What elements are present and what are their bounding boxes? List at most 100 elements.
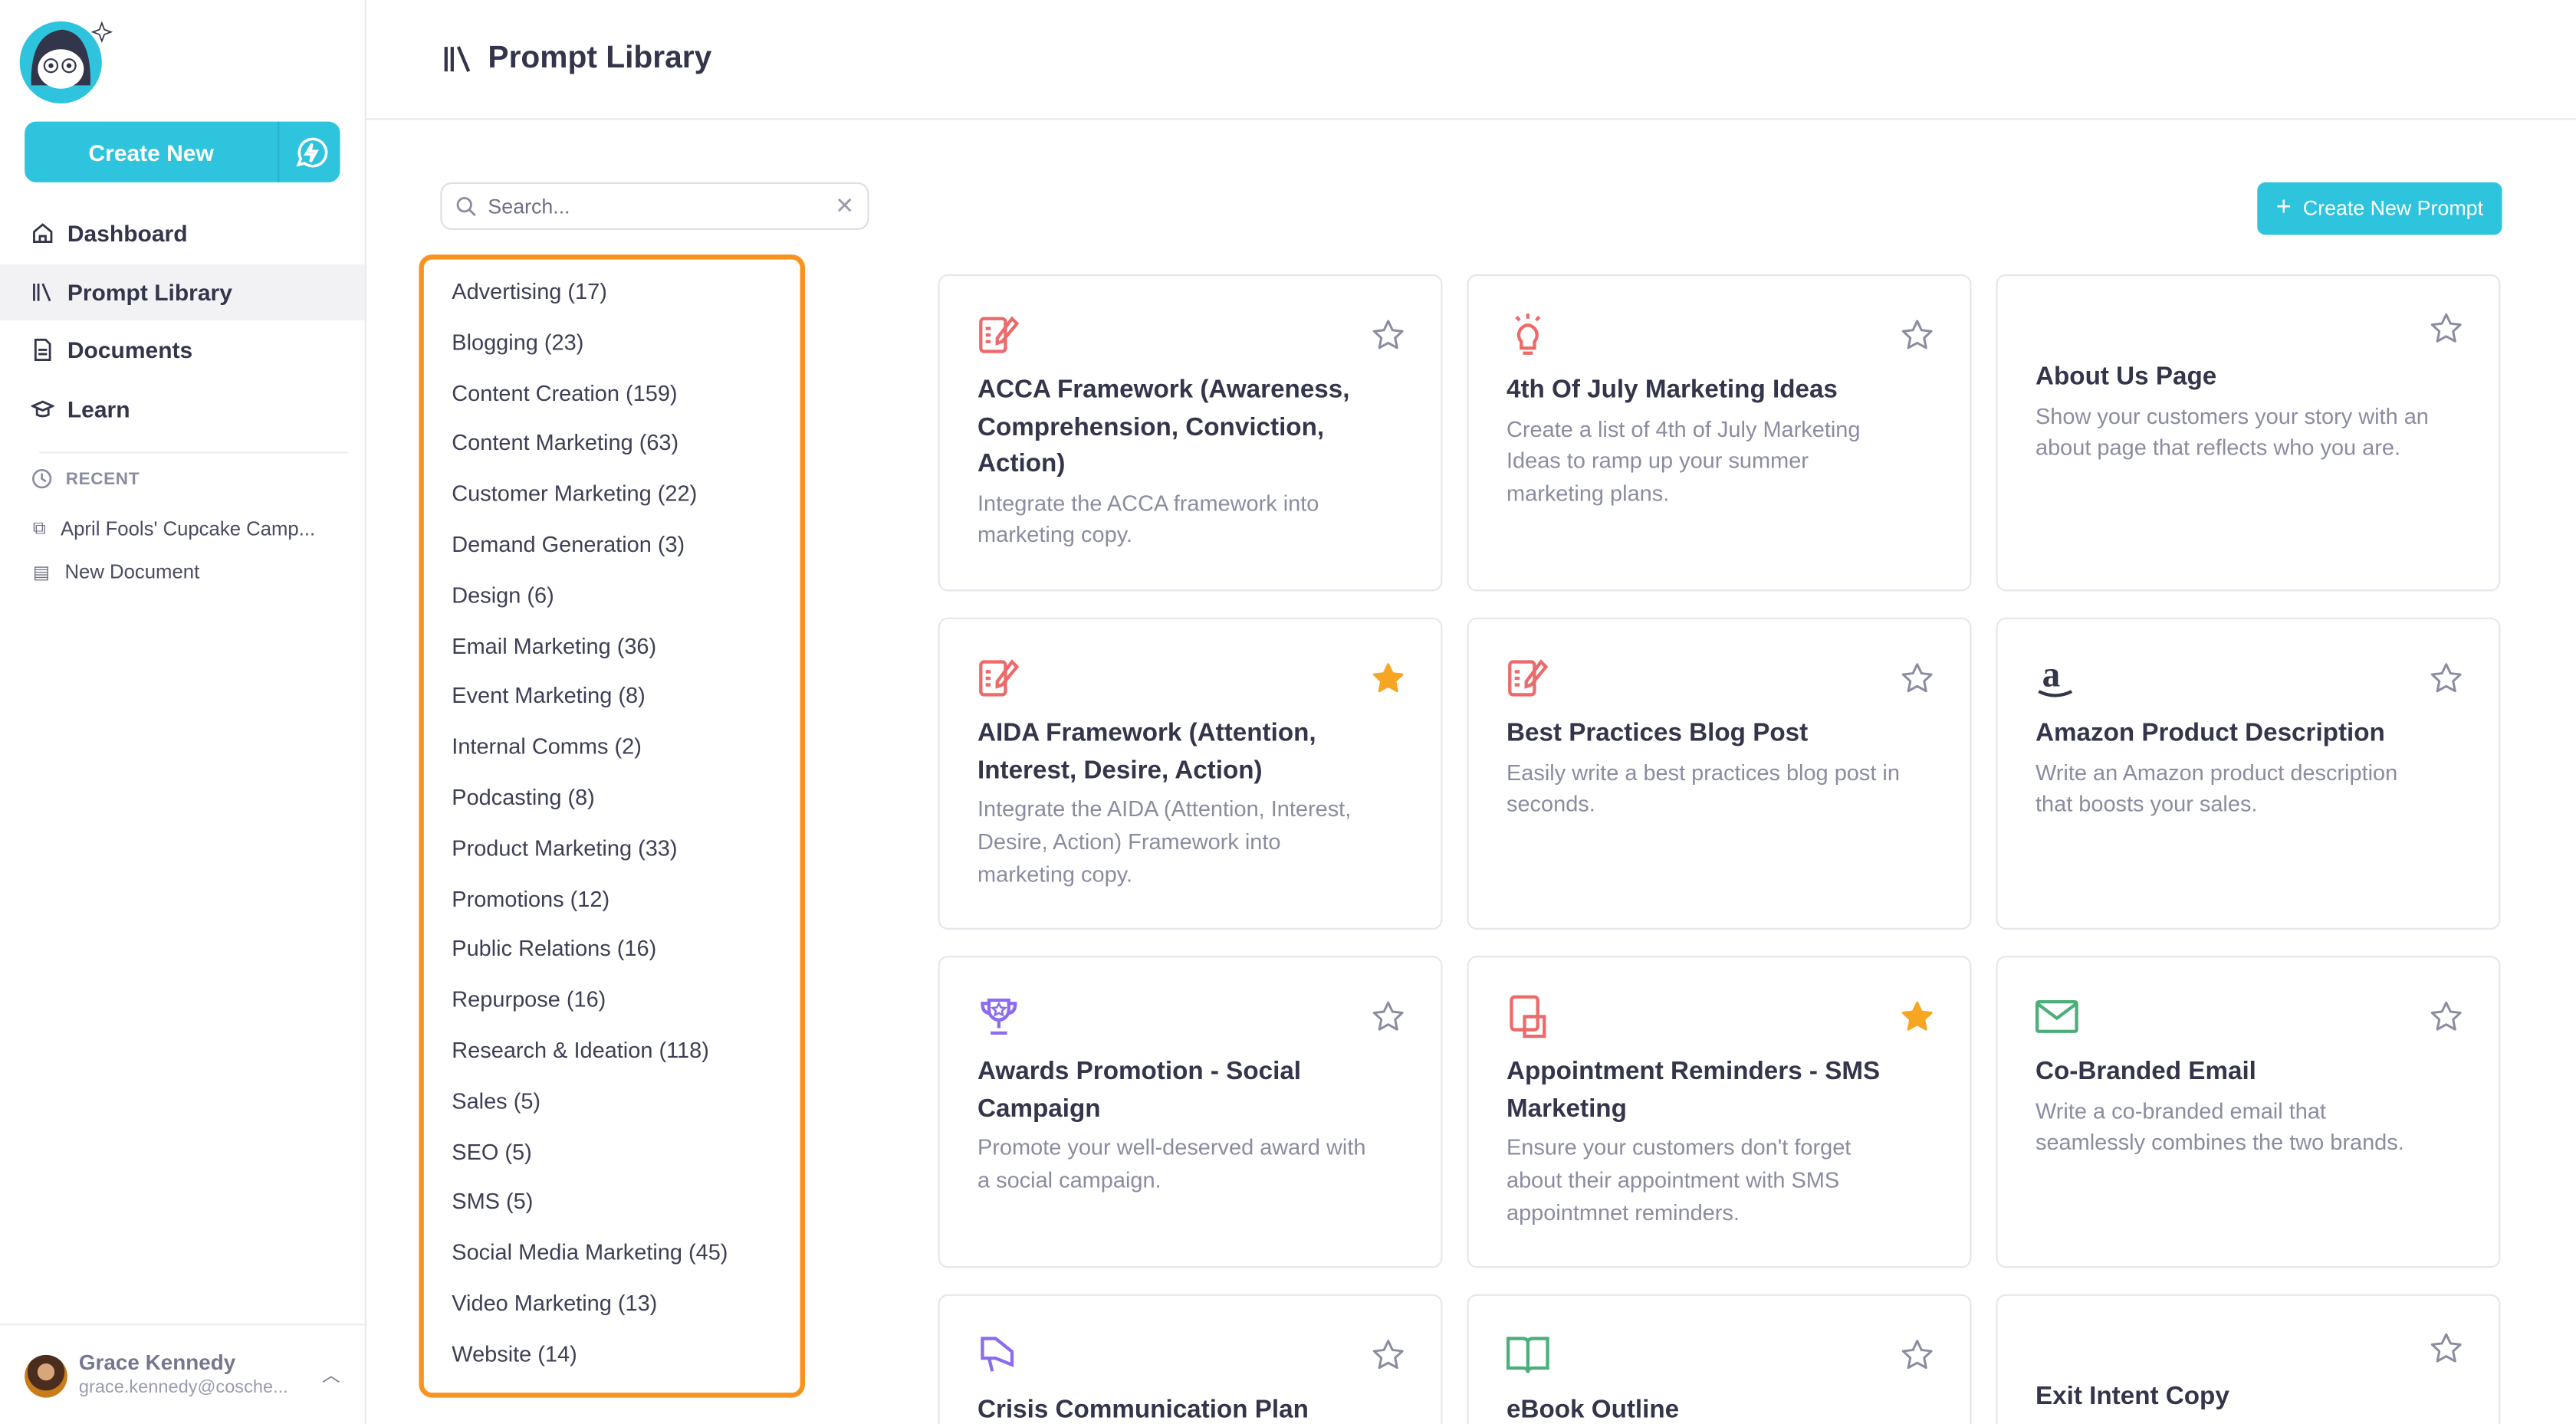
category-item[interactable]: Research & Ideation (118) xyxy=(452,1038,709,1063)
prompt-card[interactable]: 4th Of July Marketing Ideas Create a list… xyxy=(1467,274,1972,592)
recent-item[interactable]: ⧉ April Fools' Cupcake Camp... xyxy=(33,517,315,540)
avatar xyxy=(25,1354,67,1398)
category-item[interactable]: Blogging (23) xyxy=(452,330,584,355)
user-menu[interactable]: Grace Kennedy grace.kennedy@cosche... ︿ xyxy=(0,1324,365,1424)
star-icon[interactable] xyxy=(1372,319,1405,352)
category-item[interactable]: Demand Generation (3) xyxy=(452,532,685,557)
star-filled-icon[interactable] xyxy=(1372,662,1405,695)
sidebar-item-learn[interactable]: Learn xyxy=(0,381,365,437)
prompt-card[interactable]: AIDA Framework (Attention, Interest, Des… xyxy=(938,617,1443,930)
prompt-card[interactable]: a Amazon Product Description Write an Amaz… xyxy=(1996,617,2501,930)
star-icon[interactable] xyxy=(1901,1338,1934,1371)
category-item[interactable]: Sales (5) xyxy=(452,1088,541,1114)
card-description: Integrate the ACCA framework into market… xyxy=(978,490,1319,548)
document-icon: ▤ xyxy=(32,562,51,582)
category-item[interactable]: Podcasting (8) xyxy=(452,785,595,810)
quick-create-button[interactable] xyxy=(279,122,340,182)
plus-icon: + xyxy=(2275,193,2292,222)
create-new-button[interactable]: Create New xyxy=(25,121,340,182)
category-item[interactable]: Repurpose (16) xyxy=(452,987,606,1012)
create-new-prompt-button[interactable]: + Create New Prompt xyxy=(2257,182,2502,235)
card-title: 4th Of July Marketing Ideas xyxy=(1506,376,1838,405)
category-item[interactable]: Promotions (12) xyxy=(452,886,610,911)
star-icon[interactable] xyxy=(2430,1332,2463,1365)
sidebar-item-prompt-library[interactable]: Prompt Library xyxy=(0,264,365,320)
star-icon[interactable] xyxy=(1372,1338,1405,1371)
nav-label: Documents xyxy=(67,336,193,363)
star-filled-icon[interactable] xyxy=(1901,1000,1934,1033)
book-icon xyxy=(1506,1337,1549,1373)
search-box[interactable]: ✕ xyxy=(440,182,869,231)
star-icon[interactable] xyxy=(1901,662,1934,695)
category-item[interactable]: Content Marketing (63) xyxy=(452,431,679,456)
category-item[interactable]: Event Marketing (8) xyxy=(452,684,646,709)
category-item[interactable]: SEO (5) xyxy=(452,1139,532,1164)
card-title: Appointment Reminders - SMS Marketing xyxy=(1506,1058,1881,1123)
create-new-prompt-label: Create New Prompt xyxy=(2302,197,2484,221)
star-icon[interactable] xyxy=(1901,319,1934,352)
sidebar-item-documents[interactable]: Documents xyxy=(0,322,365,378)
logo-icon[interactable] xyxy=(16,13,118,108)
category-item[interactable]: Video Marketing (13) xyxy=(452,1291,658,1316)
star-icon[interactable] xyxy=(2430,312,2463,345)
prompt-card[interactable]: About Us Page Show your customers your st… xyxy=(1996,274,2501,592)
category-item[interactable]: Social Media Marketing (45) xyxy=(452,1240,728,1265)
prompt-card[interactable]: Appointment Reminders - SMS Marketing Ens… xyxy=(1467,956,1972,1268)
card-description: Show your customers your story with an a… xyxy=(2036,403,2429,461)
category-item[interactable]: Website (14) xyxy=(452,1341,577,1367)
sidebar-item-dashboard[interactable]: Dashboard xyxy=(0,205,365,261)
page-title: Prompt Library xyxy=(442,41,711,77)
create-new-label[interactable]: Create New xyxy=(25,121,280,182)
prompt-card[interactable]: Best Practices Blog Post Easily write a b… xyxy=(1467,617,1972,930)
copy-document-icon: ⧉ xyxy=(32,518,46,538)
star-icon[interactable] xyxy=(1372,1000,1405,1033)
card-description: Write an Amazon product description that… xyxy=(2036,760,2398,817)
prompt-card[interactable]: Exit Intent Copy xyxy=(1996,1294,2501,1424)
prompt-card[interactable]: Awards Promotion - Social Campaign Promot… xyxy=(938,956,1443,1268)
card-title: Crisis Communication Plan xyxy=(978,1396,1309,1424)
card-title: Awards Promotion - Social Campaign xyxy=(978,1058,1302,1123)
recent-item-label[interactable]: New Document xyxy=(64,559,200,583)
category-item[interactable]: Advertising (17) xyxy=(452,279,607,304)
edit-document-icon xyxy=(1508,659,1549,697)
category-list: Advertising (17) Blogging (23) Content Cre… xyxy=(419,254,806,1398)
card-title: Best Practices Blog Post xyxy=(1506,719,1809,748)
search-input[interactable] xyxy=(488,194,824,218)
sidebar: Create New Dashboard Prompt Library Docu… xyxy=(0,0,366,1424)
category-item[interactable]: Internal Comms (2) xyxy=(452,734,642,760)
category-item[interactable]: Design (6) xyxy=(452,582,554,608)
category-item[interactable]: Content Creation (159) xyxy=(452,380,678,405)
email-icon xyxy=(2036,1000,2078,1033)
card-title: Exit Intent Copy xyxy=(2036,1383,2229,1411)
category-item[interactable]: Email Marketing (36) xyxy=(452,633,657,658)
chevron-up-icon[interactable]: ︿ xyxy=(322,1366,340,1386)
library-icon xyxy=(444,46,471,73)
prompt-card[interactable]: Crisis Communication Plan xyxy=(938,1294,1443,1424)
graduation-cap-icon xyxy=(31,400,54,418)
card-description: Create a list of 4th of July Marketing I… xyxy=(1506,416,1861,507)
category-item[interactable]: Public Relations (16) xyxy=(452,937,657,962)
clear-icon[interactable]: ✕ xyxy=(835,192,855,219)
trophy-icon xyxy=(981,998,1017,1035)
card-title: Co-Branded Email xyxy=(2036,1058,2256,1086)
prompt-card[interactable]: eBook Outline xyxy=(1467,1294,1972,1424)
recent-heading-label: RECENT xyxy=(65,468,140,489)
category-item[interactable]: Customer Marketing (22) xyxy=(452,481,698,507)
recent-item[interactable]: ▤ New Document xyxy=(33,560,199,583)
svg-text:a: a xyxy=(2042,655,2061,695)
card-description: Promote your well-deserved award with a … xyxy=(978,1134,1366,1193)
header: Prompt Library xyxy=(366,0,2576,120)
nav-label: Dashboard xyxy=(67,220,188,247)
divider xyxy=(39,451,349,454)
prompt-card[interactable]: Co-Branded Email Write a co-branded email… xyxy=(1996,956,2501,1268)
category-item[interactable]: SMS (5) xyxy=(452,1189,534,1215)
recent-item-label[interactable]: April Fools' Cupcake Camp... xyxy=(60,517,316,541)
lightbulb-icon xyxy=(1515,313,1541,355)
star-icon[interactable] xyxy=(2430,1000,2463,1033)
card-description: Integrate the AIDA (Attention, Interest,… xyxy=(978,796,1352,887)
star-icon[interactable] xyxy=(2430,662,2463,695)
prompt-card[interactable]: ACCA Framework (Awareness, Comprehension… xyxy=(938,274,1443,592)
category-item[interactable]: Product Marketing (33) xyxy=(452,835,678,861)
user-name: Grace Kennedy xyxy=(78,1350,236,1375)
